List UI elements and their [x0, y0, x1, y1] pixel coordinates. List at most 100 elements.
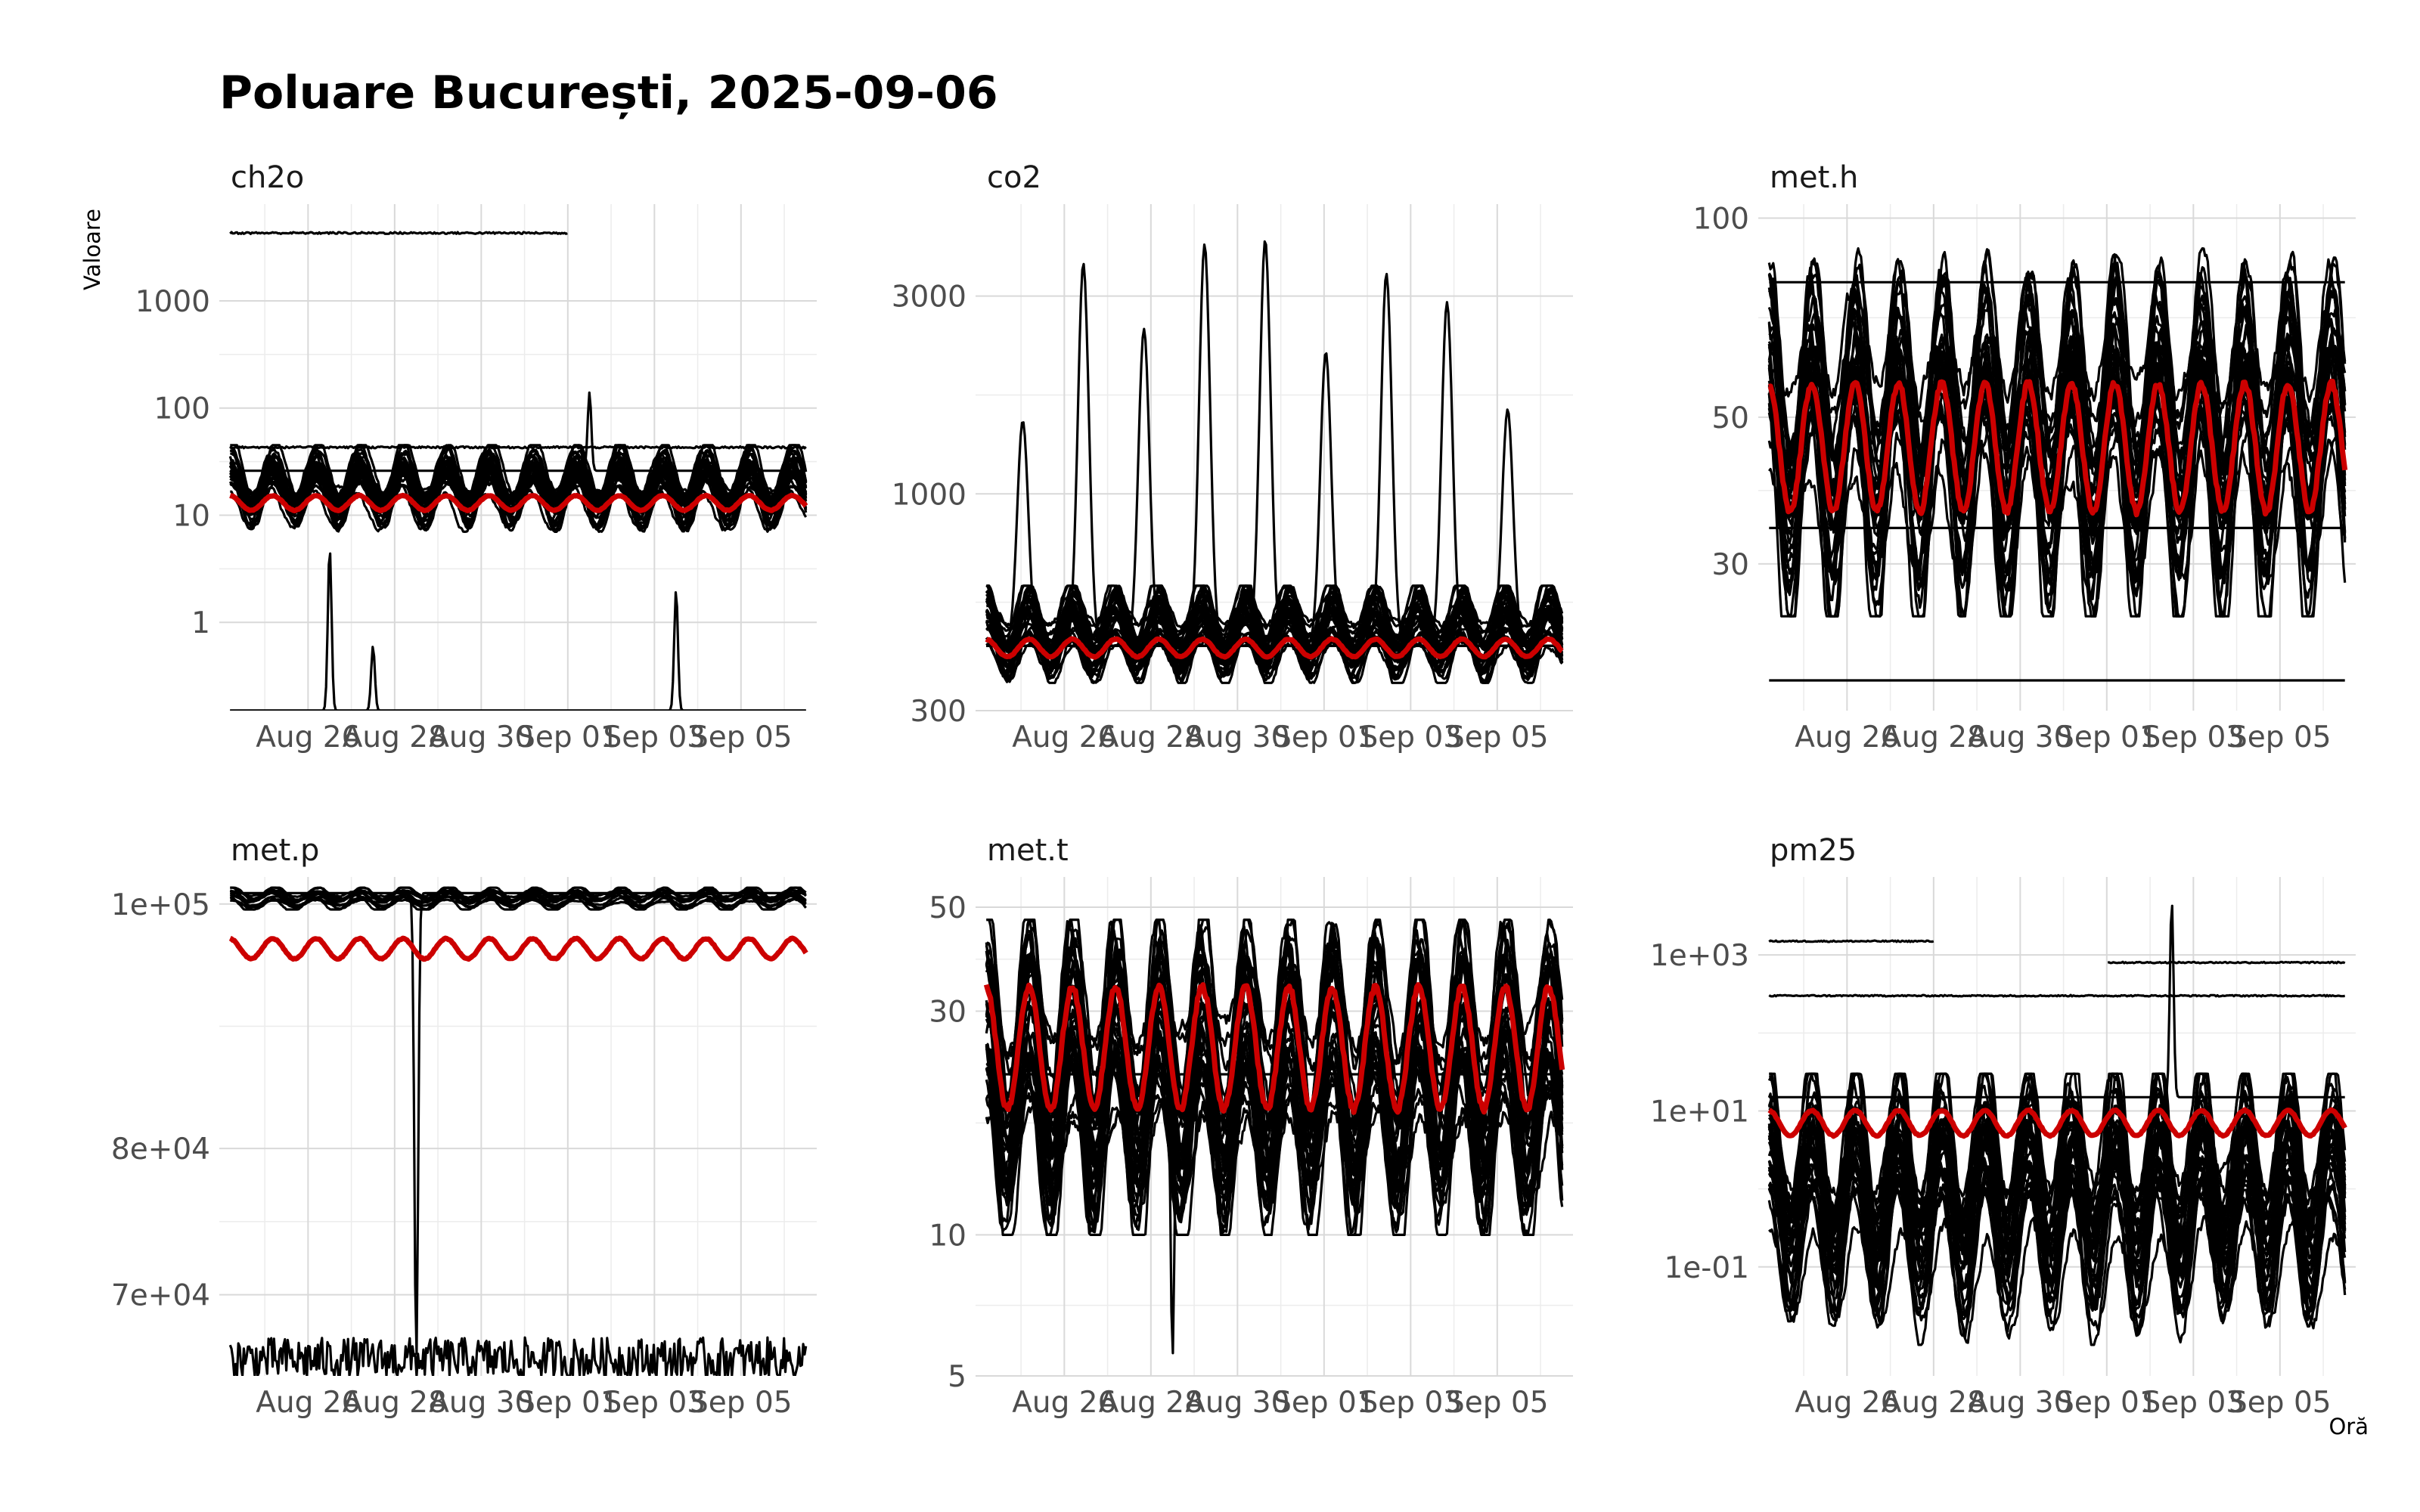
- y-tick-label: 100: [154, 392, 210, 426]
- facet-label: met.p: [231, 833, 319, 868]
- y-tick-label: 1e+01: [1650, 1095, 1749, 1129]
- sensor-line: [1767, 1175, 2347, 1334]
- x-tick-label: Aug 30: [429, 720, 533, 754]
- y-tick-label: 1: [191, 606, 210, 640]
- x-tick-label: Sep 05: [1446, 1386, 1549, 1420]
- x-tick-label: Sep 01: [517, 1386, 619, 1420]
- sensor-line: [230, 646, 806, 711]
- sensor-line: [1767, 376, 2347, 618]
- sensor-line: [1768, 993, 2345, 998]
- y-tick-label: 50: [929, 891, 966, 925]
- x-tick-label: Aug 30: [1968, 720, 2072, 754]
- sensor-line: [2107, 960, 2346, 965]
- x-tick-label: Aug 28: [343, 1386, 447, 1420]
- sensor-line: [985, 998, 1564, 1176]
- mean-line: [1767, 1107, 2347, 1139]
- sensor-line: [230, 891, 806, 1355]
- x-tick-label: Aug 26: [256, 720, 360, 754]
- sensor-lines: [1767, 904, 2347, 1346]
- sensor-line: [986, 262, 1562, 647]
- x-tick-label: Aug 30: [1185, 720, 1289, 754]
- x-tick-label: Sep 05: [690, 720, 793, 754]
- sensor-line: [230, 897, 807, 909]
- y-tick-label: 1e-01: [1664, 1251, 1749, 1285]
- sensor-lines: [228, 231, 808, 711]
- y-tick-label: 1e+03: [1650, 939, 1749, 973]
- y-tick-label: 50: [1711, 401, 1749, 435]
- sensor-lines: [1767, 247, 2348, 682]
- x-tick-label: Sep 01: [1273, 1386, 1376, 1420]
- sensor-line: [229, 445, 807, 450]
- x-tick-label: Aug 28: [343, 720, 447, 754]
- sensor-line: [1767, 1072, 2347, 1263]
- facet-label: met.t: [987, 833, 1069, 868]
- sensor-line: [229, 465, 808, 533]
- y-tick-label: 1000: [892, 478, 966, 512]
- x-tick-label: Aug 26: [256, 1386, 360, 1420]
- mean-line: [228, 935, 808, 962]
- x-tick-label: Sep 05: [1446, 720, 1549, 754]
- x-tick-label: Aug 26: [1795, 1386, 1899, 1420]
- y-tick-label: 10: [929, 1219, 966, 1253]
- x-tick-label: Sep 01: [2055, 1386, 2158, 1420]
- sensor-line: [230, 461, 808, 508]
- mean-line: [983, 982, 1565, 1115]
- sensor-line: [230, 552, 806, 711]
- y-tick-label: 3000: [892, 280, 966, 314]
- sensor-line: [1768, 939, 1934, 943]
- sensor-line: [228, 1336, 808, 1376]
- sensor-lines: [228, 886, 808, 1376]
- sensor-line: [1767, 1087, 2347, 1228]
- chart-title: Poluare București, 2025-09-06: [219, 67, 998, 119]
- x-tick-label: Sep 01: [1273, 720, 1376, 754]
- mean-line: [985, 636, 1564, 660]
- sensor-line: [1767, 328, 2347, 476]
- x-tick-label: Sep 05: [690, 1386, 793, 1420]
- mean-line: [1767, 378, 2348, 518]
- x-tick-label: Aug 26: [1012, 720, 1116, 754]
- sensor-line: [230, 591, 806, 711]
- x-tick-label: Aug 26: [1795, 720, 1899, 754]
- x-tick-label: Sep 03: [1360, 1386, 1463, 1420]
- y-tick-label: 7e+04: [111, 1279, 210, 1313]
- sensor-line: [1767, 1102, 2347, 1241]
- x-tick-label: Aug 28: [1099, 1386, 1203, 1420]
- x-tick-label: Aug 30: [1185, 1386, 1289, 1420]
- sensor-line: [985, 1058, 1564, 1236]
- x-tick-label: Sep 03: [2142, 1386, 2245, 1420]
- y-tick-label: 30: [1711, 548, 1749, 582]
- x-tick-label: Sep 03: [2142, 720, 2245, 754]
- facet-label: co2: [987, 160, 1041, 195]
- y-tick-label: 300: [911, 695, 966, 729]
- facet-label: met.h: [1770, 160, 1858, 195]
- x-tick-label: Aug 28: [1882, 720, 1986, 754]
- x-tick-label: Sep 03: [603, 1386, 706, 1420]
- sensor-lines: [985, 240, 1564, 684]
- sensor-line: [1767, 280, 2347, 420]
- facet-label: pm25: [1770, 833, 1857, 868]
- sensor-line: [985, 610, 1563, 649]
- y-tick-label: 1000: [135, 285, 210, 319]
- x-tick-label: Sep 05: [2229, 1386, 2332, 1420]
- sensor-line: [1767, 1127, 2347, 1240]
- x-tick-label: Aug 26: [1012, 1386, 1116, 1420]
- x-tick-label: Aug 28: [1099, 720, 1203, 754]
- x-axis-label: Oră: [2328, 1414, 2369, 1439]
- sensor-line: [230, 888, 807, 903]
- facet-label: ch2o: [231, 160, 304, 195]
- sensor-line: [230, 391, 806, 472]
- y-tick-label: 10: [172, 499, 210, 533]
- sensor-line: [985, 938, 1564, 1176]
- sensor-line: [1768, 1214, 2347, 1344]
- mean-line: [228, 492, 808, 513]
- y-tick-label: 1e+05: [111, 888, 210, 922]
- x-tick-label: Sep 01: [2055, 720, 2158, 754]
- y-tick-label: 5: [948, 1360, 966, 1394]
